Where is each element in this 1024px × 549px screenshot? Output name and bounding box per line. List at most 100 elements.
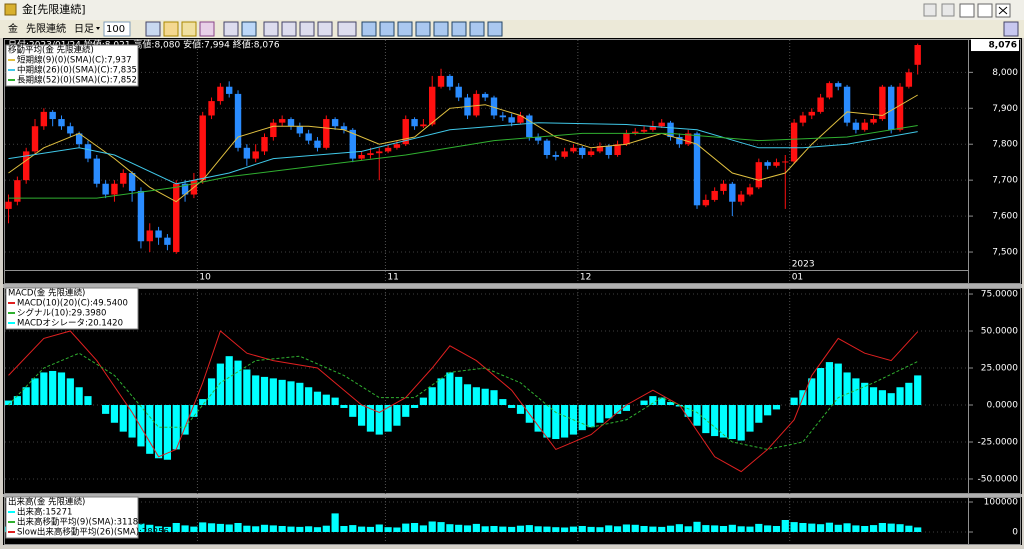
- candle-body: [234, 93, 242, 148]
- oscillator-bar: [472, 387, 480, 405]
- oscillator-bar: [13, 396, 21, 405]
- oscillator-bar: [119, 405, 127, 432]
- candle-body: [905, 72, 913, 87]
- oscillator-bar: [243, 369, 251, 405]
- year-label: 2023: [792, 260, 815, 270]
- candle-body: [287, 119, 295, 127]
- legend-box: [5, 496, 139, 539]
- candle-body: [296, 126, 304, 134]
- tool-icon[interactable]: [487, 21, 503, 37]
- candle-body: [128, 172, 136, 191]
- last-price-label: 8,076: [989, 41, 1017, 51]
- tool-icon[interactable]: [397, 21, 413, 37]
- tool-icon[interactable]: [379, 21, 395, 37]
- volume-bar: [755, 523, 763, 532]
- tool-icon[interactable]: [145, 21, 161, 37]
- candle-body: [164, 237, 171, 245]
- volume-bar: [816, 524, 825, 532]
- oscillator-bar: [260, 376, 269, 405]
- toolbar-icons: [145, 21, 1019, 37]
- oscillator-bar: [154, 405, 163, 459]
- volume-bar: [622, 524, 631, 532]
- oscillator-bar: [84, 396, 92, 405]
- count-input[interactable]: [103, 21, 131, 37]
- tool-button[interactable]: [923, 3, 937, 17]
- macd-axis-frame: [968, 288, 1021, 494]
- tool-icon[interactable]: [433, 21, 449, 37]
- candle-body: [473, 93, 480, 116]
- tool-icon[interactable]: [361, 21, 377, 37]
- volume-bar: [472, 523, 480, 532]
- oscillator-bar: [437, 378, 445, 405]
- volume-bar: [914, 527, 922, 532]
- candle-body: [111, 183, 118, 195]
- volume-bar: [340, 525, 348, 532]
- candle-body: [278, 119, 286, 123]
- oscillator-bar: [605, 405, 613, 419]
- volume-bar: [296, 526, 304, 532]
- oscillator-bar: [719, 405, 728, 438]
- tool-icon[interactable]: [451, 21, 467, 37]
- volume-bar: [207, 523, 216, 532]
- candle-body: [22, 151, 30, 181]
- period-select[interactable]: 日足: [74, 23, 94, 35]
- candle-body: [508, 117, 515, 123]
- tool-icon[interactable]: [263, 21, 279, 37]
- indicator-line: [8, 352, 918, 450]
- oscillator-bar: [552, 405, 560, 440]
- candle-body: [711, 190, 718, 200]
- oscillator-bar: [216, 363, 224, 405]
- volume-bar: [649, 526, 657, 532]
- volume-bar: [163, 526, 172, 532]
- oscillator-bar: [587, 405, 595, 428]
- candle-body: [349, 129, 356, 159]
- tool-icon[interactable]: [415, 21, 431, 37]
- volume-bar: [666, 525, 675, 532]
- oscillator-bar: [110, 405, 119, 423]
- tool-icon[interactable]: [181, 21, 197, 37]
- candle-body: [67, 126, 74, 134]
- candle-body: [331, 119, 339, 127]
- minimize-button[interactable]: [959, 3, 975, 18]
- maximize-button[interactable]: [977, 3, 993, 18]
- legend-entry: 短期線(9)(0)(SMA)(C):7,937: [17, 55, 132, 66]
- legend-entry: Slow出来高移動平均(26)(SMA):28256: [17, 527, 169, 538]
- oscillator-bar: [543, 405, 551, 438]
- candle-body: [490, 97, 498, 116]
- tool-icon[interactable]: [241, 21, 257, 37]
- volume-bar: [719, 525, 728, 532]
- y-tick-label: 75.0000: [981, 290, 1018, 300]
- oscillator-bar: [843, 372, 851, 405]
- candle-body: [376, 151, 383, 154]
- candle-body: [605, 146, 612, 155]
- y-tick-label: 7,500: [992, 248, 1018, 258]
- oscillator-bar: [684, 405, 692, 417]
- tool-icon[interactable]: [469, 21, 485, 37]
- oscillator-bar: [578, 405, 586, 431]
- volume-bar: [190, 526, 198, 532]
- tool-button[interactable]: [941, 3, 955, 17]
- volume-bar: [790, 522, 798, 532]
- oscillator-bar: [869, 387, 878, 405]
- volume-bar: [349, 525, 357, 532]
- contract-label[interactable]: 先限連続: [26, 22, 66, 35]
- candle-body: [543, 140, 551, 155]
- candle-body: [737, 194, 745, 202]
- volume-bar: [455, 524, 463, 532]
- oscillator-bar: [596, 405, 604, 423]
- candle-body: [437, 75, 445, 87]
- volume-bar: [834, 524, 842, 532]
- tool-icon[interactable]: [299, 21, 315, 37]
- candle-body: [773, 162, 780, 166]
- tool-icon[interactable]: [337, 21, 357, 37]
- oscillator-bar: [914, 375, 922, 405]
- volume-bar: [596, 527, 604, 532]
- window-buttons: [923, 3, 1011, 18]
- tool-icon[interactable]: [317, 21, 333, 37]
- tool-icon[interactable]: [223, 21, 239, 37]
- tool-icon[interactable]: [199, 21, 215, 37]
- tool-icon[interactable]: [1003, 21, 1019, 37]
- candle-body: [340, 126, 348, 130]
- tool-icon[interactable]: [163, 21, 179, 37]
- tool-icon[interactable]: [281, 21, 297, 37]
